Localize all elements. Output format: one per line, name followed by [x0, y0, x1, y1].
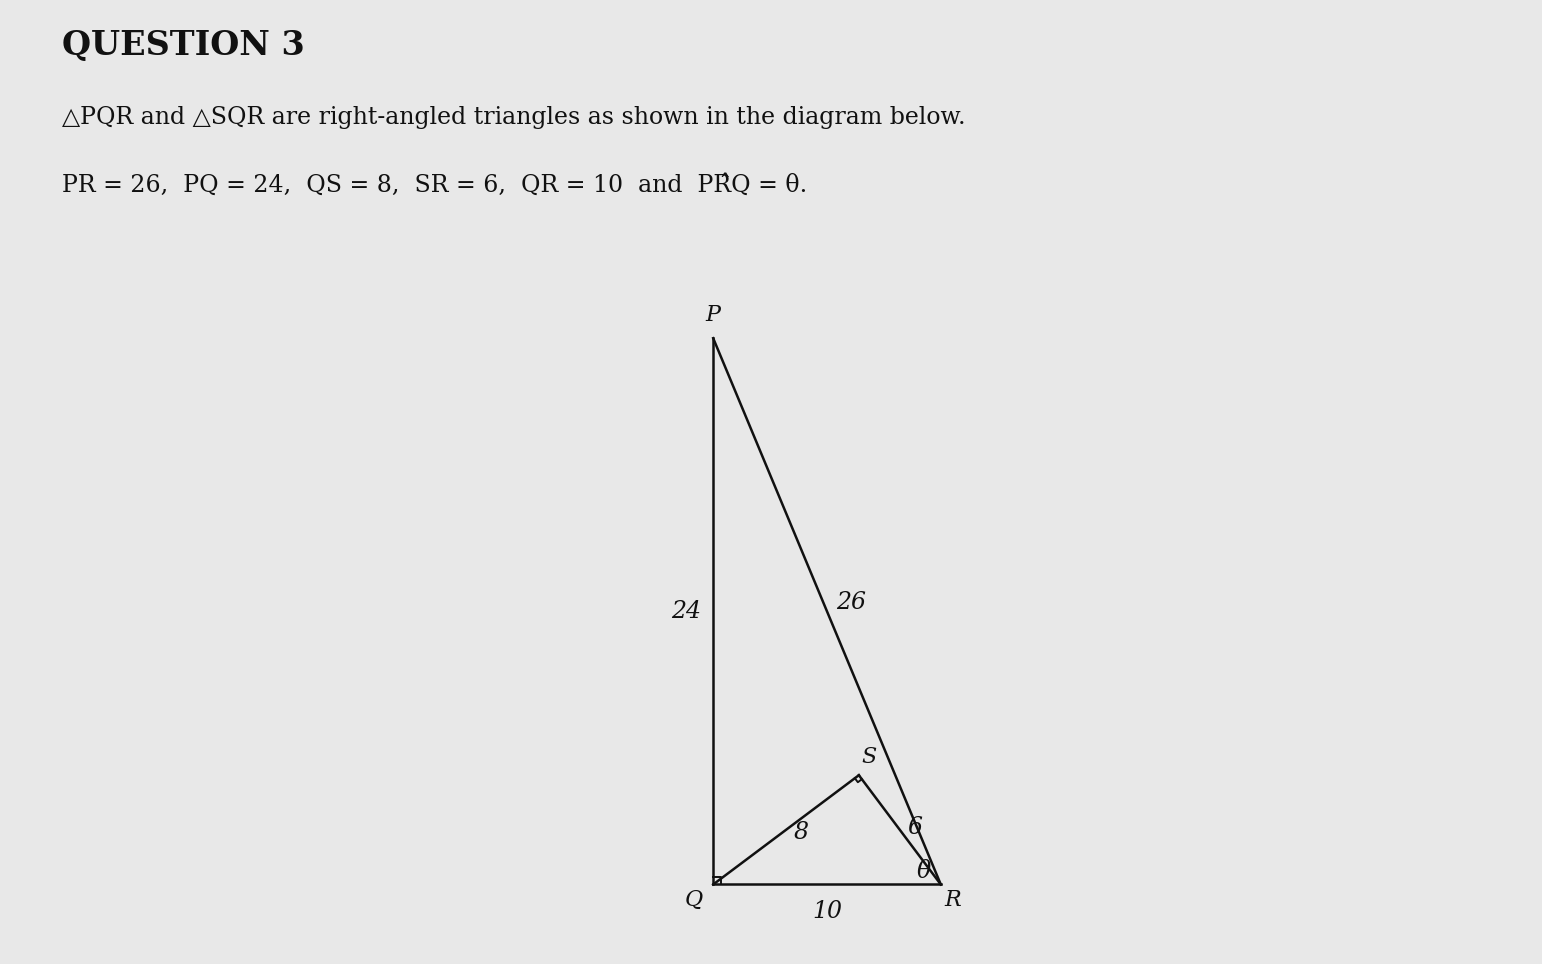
- Text: △PQR and △SQR are right-angled triangles as shown in the diagram below.: △PQR and △SQR are right-angled triangles…: [62, 106, 965, 129]
- Text: QUESTION 3: QUESTION 3: [62, 29, 304, 62]
- Text: S: S: [860, 746, 876, 768]
- Text: 8: 8: [794, 820, 810, 844]
- Text: 26: 26: [836, 591, 867, 614]
- Text: P: P: [706, 304, 720, 326]
- Text: 24: 24: [671, 600, 700, 623]
- Text: PR = 26,  PQ = 24,  QS = 8,  SR = 6,  QR = 10  and  PR̂Q = θ.: PR = 26, PQ = 24, QS = 8, SR = 6, QR = 1…: [62, 174, 806, 197]
- Text: θ: θ: [916, 861, 931, 883]
- Text: R: R: [944, 889, 961, 911]
- Text: Q: Q: [685, 889, 703, 911]
- Text: 10: 10: [813, 900, 842, 924]
- Text: 6: 6: [908, 817, 922, 839]
